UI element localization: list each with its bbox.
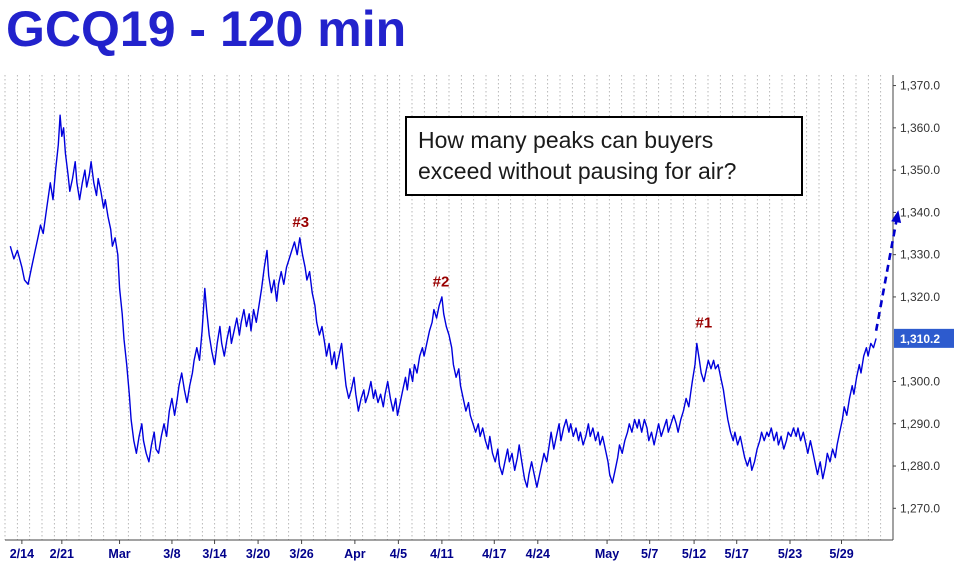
y-axis-label: 1,300.0 bbox=[900, 374, 940, 388]
x-axis-label: 3/26 bbox=[289, 547, 313, 561]
chart-title: GCQ19 - 120 min bbox=[6, 1, 407, 57]
x-axis-label: 2/21 bbox=[50, 547, 74, 561]
x-axis-label: 3/8 bbox=[163, 547, 180, 561]
y-axis-label: 1,350.0 bbox=[900, 163, 940, 177]
x-axis-label: Apr bbox=[344, 547, 366, 561]
projection-arrowhead bbox=[891, 210, 902, 223]
annotation-line-2: exceed without pausing for air? bbox=[418, 158, 737, 184]
x-axis-label: May bbox=[595, 547, 619, 561]
x-axis-label: 4/17 bbox=[482, 547, 506, 561]
x-axis-label: 2/14 bbox=[10, 547, 34, 561]
x-axis-label: 4/5 bbox=[390, 547, 407, 561]
y-axis-label: 1,290.0 bbox=[900, 417, 940, 431]
x-axis-label: Mar bbox=[108, 547, 130, 561]
price-line bbox=[9, 114, 877, 488]
y-axis-label: 1,360.0 bbox=[900, 121, 940, 135]
current-price-label: 1,310.2 bbox=[900, 332, 940, 346]
y-axis-label: 1,340.0 bbox=[900, 205, 940, 219]
y-axis-label: 1,280.0 bbox=[900, 459, 940, 473]
annotation-line-1: How many peaks can buyers bbox=[418, 127, 714, 153]
current-price-badge bbox=[894, 328, 954, 348]
y-axis-label: 1,330.0 bbox=[900, 248, 940, 262]
y-axis-labels: 1,370.0 1,360.0 1,350.0 1,340.0 1,330.0 1,320… bbox=[893, 79, 940, 515]
projection-arrow-line bbox=[874, 217, 899, 331]
x-axis-label: 5/29 bbox=[829, 547, 853, 561]
annotation-box: How many peaks can buyers exceed without… bbox=[405, 116, 803, 196]
y-axis-label: 1,370.0 bbox=[900, 79, 940, 93]
peak-label-2: #2 bbox=[433, 273, 450, 290]
peak-label-3: #3 bbox=[292, 214, 309, 231]
x-axis-label: 5/12 bbox=[682, 547, 706, 561]
x-axis-label: 4/11 bbox=[430, 547, 454, 561]
x-axis-label: 5/7 bbox=[641, 547, 658, 561]
peak-label-1: #1 bbox=[696, 314, 713, 331]
x-axis-label: 5/17 bbox=[725, 547, 749, 561]
x-axis-label: 5/23 bbox=[778, 547, 802, 561]
y-axis-label: 1,320.0 bbox=[900, 290, 940, 304]
y-axis-label: 1,270.0 bbox=[900, 501, 940, 515]
x-axis-label: 4/24 bbox=[526, 547, 550, 561]
x-axis-label: 3/14 bbox=[202, 547, 226, 561]
x-axis-labels: 2/14 2/21 Mar 3/8 3/14 3/20 3/26 Apr 4/5 4/11 4/17… bbox=[10, 540, 854, 561]
x-axis-label: 3/20 bbox=[246, 547, 270, 561]
